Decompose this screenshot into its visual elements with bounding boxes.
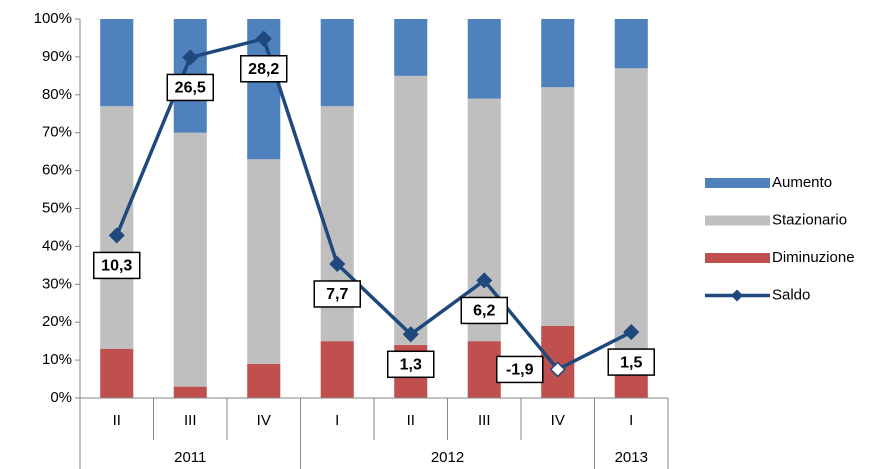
x-group-label: 2011: [174, 449, 206, 466]
data-label-box: [313, 280, 361, 308]
bar: [541, 87, 575, 326]
y-tick-label: 0%: [50, 389, 72, 406]
bar: [320, 19, 354, 107]
bar: [394, 19, 428, 76]
marker: [476, 272, 493, 289]
bar: [614, 19, 648, 69]
legend-label: Aumento: [772, 174, 832, 191]
y-tick-label: 30%: [42, 275, 72, 292]
bar: [247, 159, 281, 364]
bar: [394, 75, 428, 345]
marker: [402, 326, 419, 343]
data-label-box: [387, 350, 435, 379]
y-tick-label: 80%: [42, 86, 72, 103]
bar: [100, 19, 134, 107]
data-label: 28,2: [248, 61, 279, 78]
legend-marker: [731, 289, 743, 302]
bar: [100, 348, 134, 398]
data-label-box: [496, 355, 544, 384]
data-label-box: [240, 55, 288, 83]
marker: [108, 227, 125, 244]
x-tick-label: I: [629, 412, 633, 429]
marker: [182, 49, 199, 66]
bar: [614, 375, 648, 398]
data-label: 1,3: [400, 357, 422, 374]
legend-swatch: [705, 178, 770, 188]
data-label: 6,2: [473, 303, 495, 320]
marker: [549, 361, 566, 378]
x-tick-label: IV: [257, 412, 271, 429]
marker: [255, 30, 272, 47]
bar: [173, 132, 207, 387]
y-tick-label: 70%: [42, 124, 72, 141]
y-tick-label: 50%: [42, 199, 72, 216]
y-tick-label: 60%: [42, 162, 72, 179]
data-label-box: [166, 73, 214, 102]
data-label-box: [93, 251, 141, 280]
bar: [320, 341, 354, 398]
bar: [467, 341, 501, 398]
x-group-label: 2013: [615, 449, 648, 466]
x-tick-label: I: [335, 412, 339, 429]
y-tick-label: 10%: [42, 351, 72, 368]
marker: [623, 324, 640, 341]
data-label: -1,9: [506, 362, 534, 379]
legend-label: Saldo: [772, 286, 810, 303]
y-tick-label: 40%: [42, 237, 72, 254]
x-tick-label: IV: [551, 412, 565, 429]
marker: [329, 255, 346, 273]
data-label: 1,5: [620, 354, 642, 371]
x-tick-label: II: [407, 412, 415, 429]
line: [115, 36, 633, 372]
data-label: 10,3: [101, 258, 132, 275]
x-tick-label: III: [478, 412, 491, 429]
y-tick-label: 90%: [42, 48, 72, 65]
legend-label: Diminuzione: [772, 249, 855, 266]
data-label: 7,7: [326, 286, 348, 303]
x-group-label: 2012: [431, 449, 464, 466]
data-label-box: [607, 348, 655, 376]
y-tick-label: 20%: [42, 313, 72, 330]
x-tick-label: III: [184, 412, 197, 429]
data-label-box: [460, 296, 508, 325]
bar: [173, 386, 207, 398]
bar: [247, 363, 281, 398]
y-tick-label: 100%: [34, 10, 72, 27]
legend-swatch: [705, 253, 770, 263]
x-tick-label: II: [113, 412, 121, 429]
data-label: 26,5: [175, 80, 206, 97]
legend-swatch: [705, 215, 770, 226]
bar: [541, 19, 575, 88]
bar: [467, 19, 501, 99]
legend-label: Stazionario: [772, 211, 847, 228]
